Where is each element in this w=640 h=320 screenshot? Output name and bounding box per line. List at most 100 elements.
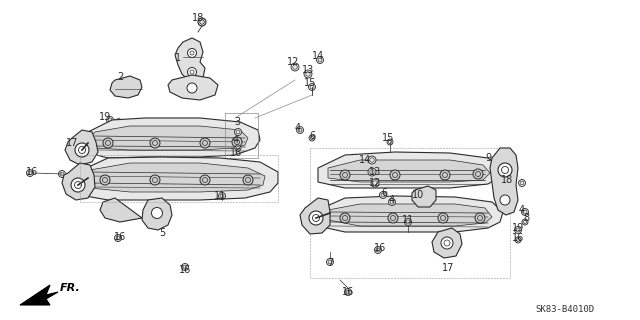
Circle shape (71, 178, 85, 192)
Circle shape (182, 263, 189, 270)
Circle shape (340, 213, 350, 223)
Circle shape (498, 163, 512, 177)
Text: 8: 8 (523, 213, 529, 223)
Text: 15: 15 (382, 133, 394, 143)
Circle shape (115, 235, 122, 242)
Circle shape (235, 145, 241, 151)
Text: 17: 17 (66, 138, 78, 148)
Circle shape (198, 18, 206, 26)
Circle shape (296, 126, 303, 133)
Text: 16: 16 (230, 148, 242, 158)
Circle shape (515, 227, 522, 234)
Circle shape (243, 175, 253, 185)
Circle shape (340, 170, 350, 180)
Circle shape (317, 57, 323, 63)
Text: 13: 13 (302, 65, 314, 75)
Text: 2: 2 (117, 72, 123, 82)
Polygon shape (65, 130, 98, 165)
Text: 6: 6 (309, 131, 315, 141)
Circle shape (200, 138, 210, 148)
Polygon shape (328, 204, 492, 226)
Text: 16: 16 (114, 232, 126, 242)
Circle shape (390, 170, 400, 180)
Text: 16: 16 (512, 233, 524, 243)
Text: 7: 7 (327, 258, 333, 268)
Circle shape (440, 170, 450, 180)
Circle shape (304, 70, 312, 78)
Circle shape (188, 49, 196, 58)
Circle shape (368, 168, 376, 176)
Circle shape (308, 84, 316, 91)
Polygon shape (75, 157, 278, 200)
Text: 16: 16 (374, 243, 386, 253)
Polygon shape (318, 152, 500, 188)
Circle shape (368, 156, 376, 164)
Circle shape (150, 175, 160, 185)
Polygon shape (168, 75, 218, 100)
Polygon shape (318, 196, 503, 232)
Polygon shape (432, 228, 462, 258)
Text: 4: 4 (519, 205, 525, 215)
Text: 11: 11 (402, 215, 414, 225)
Circle shape (387, 139, 393, 145)
Polygon shape (110, 76, 142, 98)
Text: 12: 12 (369, 178, 381, 188)
Circle shape (309, 211, 323, 225)
Text: FR.: FR. (60, 283, 81, 293)
Text: 11: 11 (214, 191, 226, 201)
Circle shape (475, 213, 485, 223)
Text: 14: 14 (312, 51, 324, 61)
Text: 19: 19 (512, 223, 524, 233)
Circle shape (388, 198, 396, 205)
Circle shape (188, 68, 196, 76)
Text: 10: 10 (412, 190, 424, 200)
Circle shape (374, 246, 381, 253)
Text: 9: 9 (485, 153, 491, 163)
Circle shape (441, 237, 453, 249)
Circle shape (218, 193, 225, 199)
Text: 4: 4 (389, 195, 395, 205)
Polygon shape (20, 285, 58, 305)
Circle shape (291, 63, 299, 71)
Circle shape (388, 213, 398, 223)
Circle shape (100, 175, 110, 185)
Circle shape (58, 171, 65, 178)
Polygon shape (490, 148, 518, 215)
Text: 18: 18 (192, 13, 204, 23)
Circle shape (522, 209, 529, 215)
Polygon shape (412, 186, 436, 207)
Circle shape (234, 129, 241, 135)
Text: 13: 13 (369, 167, 381, 177)
Text: 1: 1 (175, 53, 181, 63)
Text: 12: 12 (287, 57, 299, 67)
Polygon shape (62, 163, 95, 200)
Circle shape (232, 137, 242, 147)
Circle shape (438, 213, 448, 223)
Circle shape (326, 259, 333, 266)
Text: 14: 14 (359, 155, 371, 165)
Circle shape (106, 116, 113, 124)
Text: 6: 6 (381, 188, 387, 198)
Circle shape (200, 175, 210, 185)
Text: 15: 15 (304, 78, 316, 88)
Text: 16: 16 (26, 167, 38, 177)
Text: 16: 16 (342, 287, 354, 297)
Polygon shape (88, 126, 248, 150)
Circle shape (26, 170, 33, 177)
Polygon shape (100, 198, 142, 222)
Polygon shape (175, 38, 205, 82)
Polygon shape (300, 198, 330, 234)
Circle shape (404, 219, 412, 226)
Circle shape (103, 138, 113, 148)
Text: 18: 18 (501, 175, 513, 185)
Circle shape (518, 180, 525, 187)
Circle shape (150, 138, 160, 148)
Text: 4: 4 (295, 123, 301, 133)
Circle shape (522, 219, 528, 225)
Polygon shape (83, 163, 265, 192)
Circle shape (187, 83, 197, 93)
Text: 16: 16 (179, 265, 191, 275)
Circle shape (344, 289, 351, 295)
Text: 3: 3 (234, 117, 240, 127)
Text: 5: 5 (159, 228, 165, 238)
